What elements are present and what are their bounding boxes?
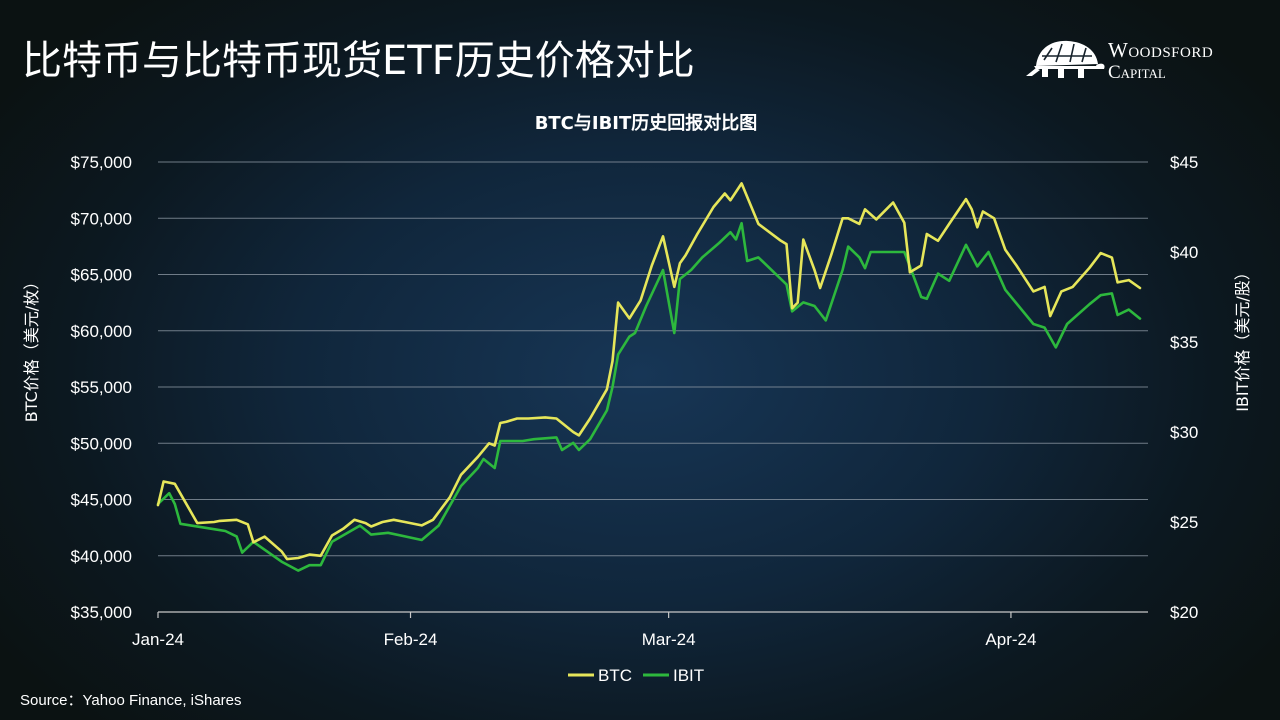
grid-lines — [158, 161, 1148, 557]
y-right-tick-label: $35 — [1170, 333, 1198, 352]
y-left-tick-label: $65,000 — [71, 266, 132, 285]
y-left-tick-label: $70,000 — [71, 209, 132, 228]
legend-ibit-label: IBIT — [673, 666, 704, 685]
y-right-tick-label: $45 — [1170, 153, 1198, 172]
chart-title: BTC与IBIT历史回报对比图 — [535, 112, 758, 134]
axes: $35,000 $40,000 $45,000 $50,000 $55,000 $60,0… — [71, 153, 1199, 649]
y-left-tick-label: $60,000 — [71, 322, 132, 341]
legend-btc-label: BTC — [598, 666, 632, 685]
y-left-tick-label: $35,000 — [71, 603, 132, 622]
y-right-tick-label: $25 — [1170, 513, 1198, 532]
x-tick-label: Feb-24 — [384, 630, 438, 649]
legend: BTC IBIT — [568, 666, 704, 685]
y-right-tick-label: $30 — [1170, 423, 1198, 442]
y-right-tick-label: $20 — [1170, 603, 1198, 622]
series-line-ibit — [156, 221, 1142, 572]
y-left-tick-label: $75,000 — [71, 153, 132, 172]
y-axis-left-title: BTC价格（美元/枚） — [22, 274, 41, 422]
logo-wordmark-line2: Capital — [1108, 62, 1166, 83]
company-logo: Woodsford Capital — [1022, 34, 1262, 84]
tortoise-icon — [1026, 40, 1105, 78]
y-axis-right-title: IBIT价格（美元/股） — [1233, 264, 1252, 412]
y-left-tick-label: $55,000 — [71, 378, 132, 397]
x-tick-label: Apr-24 — [985, 630, 1036, 649]
logo-wordmark-line1: Woodsford — [1108, 38, 1214, 62]
x-tick-label: Jan-24 — [132, 630, 184, 649]
y-left-tick-label: $40,000 — [71, 547, 132, 566]
series-line-btc — [156, 182, 1142, 561]
y-left-tick-label: $45,000 — [71, 491, 132, 510]
y-right-tick-label: $40 — [1170, 243, 1198, 262]
series-lines — [156, 182, 1142, 572]
x-tick-label: Mar-24 — [642, 630, 696, 649]
y-left-tick-label: $50,000 — [71, 434, 132, 453]
source-note: Source：Yahoo Finance, iShares — [20, 692, 242, 709]
slide-title: 比特币与比特币现货ETF历史价格对比 — [22, 38, 695, 84]
